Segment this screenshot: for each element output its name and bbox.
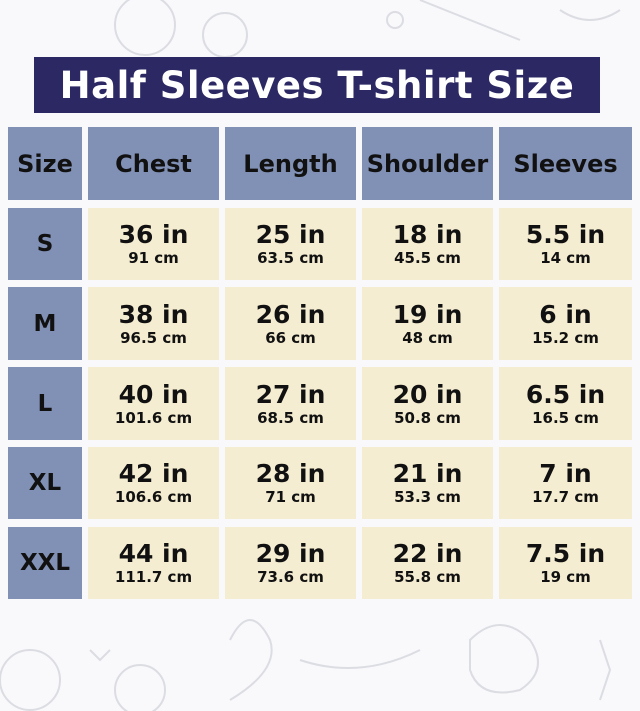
measurement-cm: 53.3 cm bbox=[394, 488, 461, 506]
measurement-cm: 68.5 cm bbox=[257, 408, 324, 427]
measurement-inches: 40 in bbox=[118, 379, 189, 409]
measurement-cm: 101.6 cm bbox=[114, 408, 193, 427]
measurement-inches: 44 in bbox=[118, 539, 189, 568]
measurement-cell: 22 in 55.8 cm bbox=[362, 527, 493, 599]
measurement-cm: 55.8 cm bbox=[394, 568, 461, 586]
measurement-cm: 73.6 cm bbox=[257, 568, 324, 586]
measurement-cell: 7.5 in 19 cm bbox=[499, 527, 632, 599]
measurement-cell: 36 in 91 cm bbox=[88, 208, 219, 280]
measurement-inches: 18 in bbox=[392, 220, 463, 249]
measurement-cm: 111.7 cm bbox=[114, 568, 193, 586]
measurement-inches: 7.5 in bbox=[525, 539, 606, 568]
measurement-cell: 27 in 68.5 cm bbox=[225, 367, 356, 440]
header-cell: Length bbox=[225, 127, 356, 200]
measurement-cm: 66 cm bbox=[265, 328, 316, 347]
page-title: Half Sleeves T-shirt Size bbox=[34, 57, 600, 113]
header-cell: Shoulder bbox=[362, 127, 493, 200]
measurement-inches: 38 in bbox=[118, 299, 189, 329]
measurement-inches: 7 in bbox=[539, 459, 592, 488]
measurement-cm: 91 cm bbox=[128, 249, 179, 267]
measurement-cell: 18 in 45.5 cm bbox=[362, 208, 493, 280]
measurement-cm: 14 cm bbox=[540, 249, 591, 267]
measurement-cell: 26 in 66 cm bbox=[225, 287, 356, 360]
measurement-cell: 20 in 50.8 cm bbox=[362, 367, 493, 440]
measurement-cm: 48 cm bbox=[402, 328, 453, 347]
size-label-cell: XXL bbox=[8, 527, 82, 599]
measurement-cell: 5.5 in 14 cm bbox=[499, 208, 632, 280]
measurement-inches: 42 in bbox=[118, 459, 189, 488]
measurement-cell: 29 in 73.6 cm bbox=[225, 527, 356, 599]
measurement-cell: 21 in 53.3 cm bbox=[362, 447, 493, 519]
measurement-cell: 38 in 96.5 cm bbox=[88, 287, 219, 360]
measurement-inches: 25 in bbox=[255, 220, 326, 249]
measurement-cell: 6.5 in 16.5 cm bbox=[499, 367, 632, 440]
measurement-inches: 20 in bbox=[392, 379, 463, 409]
measurement-cm: 45.5 cm bbox=[394, 249, 461, 267]
size-label-cell: L bbox=[8, 367, 82, 440]
measurement-cell: 28 in 71 cm bbox=[225, 447, 356, 519]
measurement-cm: 63.5 cm bbox=[257, 249, 324, 267]
measurement-cell: 42 in 106.6 cm bbox=[88, 447, 219, 519]
measurement-inches: 29 in bbox=[255, 539, 326, 568]
measurement-cell: 25 in 63.5 cm bbox=[225, 208, 356, 280]
measurement-inches: 36 in bbox=[118, 220, 189, 249]
measurement-cm: 15.2 cm bbox=[532, 328, 599, 347]
measurement-inches: 5.5 in bbox=[525, 220, 606, 249]
measurement-inches: 22 in bbox=[392, 539, 463, 568]
measurement-cm: 16.5 cm bbox=[532, 408, 599, 427]
measurement-cm: 17.7 cm bbox=[532, 488, 599, 506]
measurement-inches: 6 in bbox=[539, 299, 592, 329]
header-cell: Chest bbox=[88, 127, 219, 200]
measurement-inches: 19 in bbox=[392, 299, 463, 329]
measurement-inches: 28 in bbox=[255, 459, 326, 488]
measurement-cell: 44 in 111.7 cm bbox=[88, 527, 219, 599]
header-cell: Sleeves bbox=[499, 127, 632, 200]
size-label-cell: XL bbox=[8, 447, 82, 519]
measurement-inches: 27 in bbox=[255, 379, 326, 409]
measurement-cell: 6 in 15.2 cm bbox=[499, 287, 632, 360]
measurement-inches: 6.5 in bbox=[525, 379, 606, 409]
measurement-cell: 7 in 17.7 cm bbox=[499, 447, 632, 519]
measurement-cm: 96.5 cm bbox=[120, 328, 187, 347]
size-label-cell: S bbox=[8, 208, 82, 280]
measurement-cm: 19 cm bbox=[540, 568, 591, 586]
measurement-cell: 40 in 101.6 cm bbox=[88, 367, 219, 440]
header-cell: Size bbox=[8, 127, 82, 200]
measurement-cm: 71 cm bbox=[265, 488, 316, 506]
measurement-cm: 50.8 cm bbox=[394, 408, 461, 427]
measurement-inches: 21 in bbox=[392, 459, 463, 488]
measurement-cell: 19 in 48 cm bbox=[362, 287, 493, 360]
size-label-cell: M bbox=[8, 287, 82, 360]
measurement-cm: 106.6 cm bbox=[114, 488, 193, 506]
measurement-inches: 26 in bbox=[255, 299, 326, 329]
